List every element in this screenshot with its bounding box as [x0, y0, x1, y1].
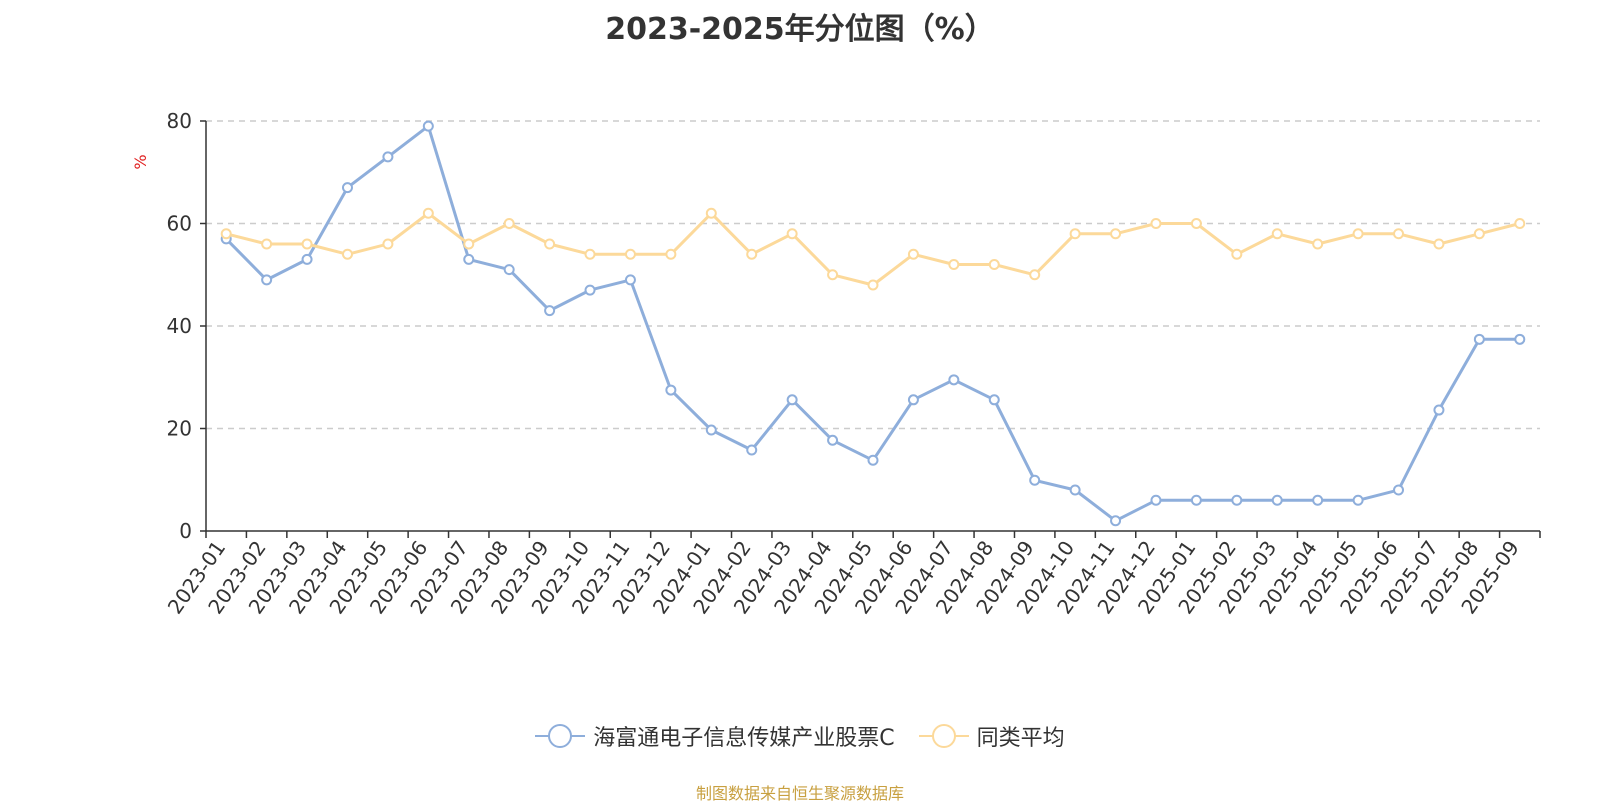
data-point-series-2[interactable] — [1271, 228, 1283, 240]
y-tick-label: 20 — [167, 417, 192, 441]
data-point-series-1[interactable] — [584, 284, 596, 296]
data-point-series-1[interactable] — [301, 253, 313, 265]
data-point-series-1[interactable] — [1514, 333, 1526, 345]
data-point-series-1[interactable] — [705, 424, 717, 436]
data-point-series-2[interactable] — [341, 248, 353, 260]
data-point-series-2[interactable] — [1190, 218, 1202, 229]
data-point-series-1[interactable] — [867, 454, 879, 466]
data-point-series-2[interactable] — [1231, 248, 1243, 260]
series-points — [220, 120, 1526, 527]
y-tick-label: 0 — [179, 519, 192, 543]
data-point-series-1[interactable] — [988, 394, 1000, 406]
data-point-series-1[interactable] — [1150, 494, 1162, 506]
data-point-series-2[interactable] — [827, 269, 839, 281]
data-point-series-2[interactable] — [746, 248, 758, 260]
data-point-series-2[interactable] — [1352, 228, 1364, 240]
data-point-series-1[interactable] — [746, 444, 758, 456]
chart-title: 2023-2025年分位图（%） — [605, 12, 995, 47]
data-point-series-1[interactable] — [463, 253, 475, 265]
data-point-series-2[interactable] — [1029, 269, 1041, 281]
data-point-series-2[interactable] — [463, 238, 475, 250]
data-point-series-1[interactable] — [1352, 494, 1364, 506]
data-point-series-2[interactable] — [624, 248, 636, 260]
data-point-series-2[interactable] — [665, 248, 677, 260]
legend-item-series-1[interactable]: 海富通电子信息传媒产业股票C — [535, 720, 895, 752]
data-point-series-2[interactable] — [382, 238, 394, 250]
y-axis-label: % — [131, 154, 150, 169]
data-point-series-1[interactable] — [1190, 494, 1202, 506]
data-point-series-1[interactable] — [382, 151, 394, 163]
data-point-series-2[interactable] — [301, 238, 313, 250]
data-point-series-2[interactable] — [220, 228, 232, 240]
data-point-series-2[interactable] — [786, 228, 798, 240]
data-point-series-2[interactable] — [988, 259, 1000, 270]
data-point-series-1[interactable] — [1393, 484, 1405, 496]
data-point-series-1[interactable] — [1110, 515, 1122, 527]
data-point-series-1[interactable] — [1029, 474, 1041, 486]
data-point-series-1[interactable] — [665, 384, 677, 396]
data-point-series-2[interactable] — [1110, 228, 1122, 240]
y-tick-label: 40 — [167, 314, 192, 338]
data-point-series-1[interactable] — [1231, 494, 1243, 506]
data-point-series-2[interactable] — [1393, 228, 1405, 240]
data-point-series-1[interactable] — [341, 182, 353, 194]
data-point-series-2[interactable] — [261, 238, 273, 250]
legend-item-series-2[interactable]: 同类平均 — [918, 720, 1065, 752]
legend-label-series-1: 海富通电子信息传媒产业股票C — [593, 726, 895, 751]
legend-label-series-2: 同类平均 — [976, 726, 1065, 751]
data-point-series-1[interactable] — [1312, 494, 1324, 506]
data-point-series-2[interactable] — [907, 248, 919, 260]
data-point-series-2[interactable] — [1473, 228, 1485, 240]
data-point-series-2[interactable] — [503, 218, 515, 229]
data-point-series-2[interactable] — [544, 238, 556, 250]
axes: 0204060802023-012023-022023-032023-04202… — [163, 109, 1541, 618]
legend: 海富通电子信息传媒产业股票C 同类平均 — [0, 720, 1600, 752]
legend-swatch-series-2 — [918, 723, 969, 749]
y-tick-label: 60 — [167, 212, 192, 236]
data-point-series-1[interactable] — [261, 274, 273, 286]
data-point-series-2[interactable] — [1433, 238, 1445, 250]
data-point-series-1[interactable] — [907, 394, 919, 406]
data-point-series-1[interactable] — [624, 274, 636, 286]
data-point-series-1[interactable] — [1069, 484, 1081, 496]
source-note: 制图数据来自恒生聚源数据库 — [695, 784, 904, 803]
legend-swatch-series-1 — [535, 723, 586, 749]
data-point-series-1[interactable] — [786, 394, 798, 406]
grid-lines — [206, 120, 1540, 430]
data-point-series-1[interactable] — [1433, 404, 1445, 416]
data-point-series-2[interactable] — [948, 259, 960, 270]
data-point-series-2[interactable] — [1312, 238, 1324, 250]
data-point-series-1[interactable] — [1473, 333, 1485, 345]
data-point-series-2[interactable] — [1069, 228, 1081, 240]
data-point-series-2[interactable] — [584, 248, 596, 260]
data-point-series-2[interactable] — [705, 207, 717, 219]
data-point-series-2[interactable] — [422, 207, 434, 219]
data-point-series-2[interactable] — [867, 279, 879, 291]
y-tick-label: 80 — [167, 109, 192, 133]
data-point-series-2[interactable] — [1150, 218, 1162, 229]
data-point-series-1[interactable] — [544, 305, 556, 317]
data-point-series-1[interactable] — [827, 434, 839, 446]
data-point-series-1[interactable] — [503, 264, 515, 276]
data-point-series-1[interactable] — [1271, 494, 1283, 506]
data-point-series-1[interactable] — [948, 374, 960, 386]
data-point-series-1[interactable] — [422, 120, 434, 132]
data-point-series-2[interactable] — [1514, 218, 1526, 229]
